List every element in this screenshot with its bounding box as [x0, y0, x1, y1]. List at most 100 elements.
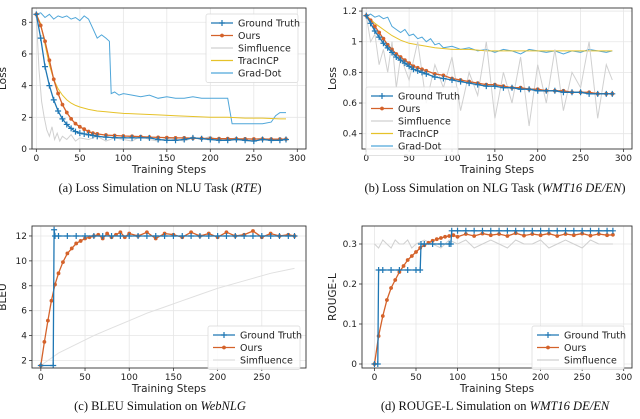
series-simfluence	[40, 267, 295, 366]
caption-a: (a) Loss Simulation on NLU Task (RTE)	[58, 181, 261, 195]
point-ground-truth	[384, 44, 391, 51]
point-ours	[451, 233, 456, 238]
point-ground-truth	[491, 83, 498, 90]
point-ground-truth	[276, 137, 283, 144]
point-ground-truth	[367, 20, 374, 27]
point-ours	[409, 254, 414, 258]
legend-label-grad-dot: Grad-Dot	[238, 68, 282, 79]
point-ground-truth	[437, 241, 444, 247]
point-ground-truth	[393, 54, 400, 61]
point-ground-truth	[50, 96, 57, 103]
line-ours	[373, 232, 613, 365]
point-ground-truth	[224, 137, 231, 144]
point-ours	[56, 271, 61, 276]
legend-marker-ground-truth	[545, 332, 551, 338]
point-ours	[49, 298, 54, 303]
point-ours	[432, 72, 437, 76]
point-ground-truth	[242, 137, 249, 144]
point-ours	[393, 278, 398, 282]
point-ground-truth	[126, 232, 133, 239]
point-ours	[65, 251, 70, 256]
point-ours	[69, 116, 74, 121]
point-ground-truth	[37, 362, 44, 368]
point-ground-truth	[282, 136, 289, 143]
point-ground-truth	[609, 227, 616, 234]
point-ground-truth	[291, 232, 298, 239]
point-ground-truth	[64, 232, 71, 239]
y-tick-label: 4	[21, 332, 27, 342]
x-tick-label: 0	[372, 373, 378, 383]
point-ground-truth	[388, 267, 395, 273]
point-ours	[145, 230, 149, 235]
point-ground-truth	[102, 134, 109, 141]
point-ours	[488, 233, 493, 238]
point-ground-truth	[161, 232, 168, 239]
legend-marker-ours	[220, 33, 224, 38]
point-ground-truth	[479, 227, 486, 234]
point-ground-truth	[534, 87, 541, 94]
x-tick-label: 200	[209, 373, 226, 383]
caption-text: (c) BLEU Simulation on	[74, 399, 200, 413]
point-ground-truth	[152, 232, 159, 239]
point-ours	[377, 30, 382, 35]
y-tick-label: 0.1	[343, 320, 357, 330]
point-ground-truth	[42, 63, 49, 70]
y-tick-label: 4	[21, 82, 27, 92]
point-ground-truth	[417, 267, 424, 273]
legend-label-grad-dot: Grad-Dot	[398, 141, 442, 152]
point-ground-truth	[241, 232, 248, 239]
x-tick-label: 150	[490, 373, 507, 383]
point-ground-truth	[397, 57, 404, 64]
point-ground-truth	[509, 84, 515, 91]
point-ours	[78, 239, 83, 243]
x-tick-label: 150	[486, 154, 503, 164]
x-tick-label: 100	[443, 154, 460, 164]
x-tick-label: 0	[33, 154, 39, 164]
point-ground-truth	[570, 227, 577, 234]
x-tick-label: 250	[253, 373, 270, 383]
point-ground-truth	[521, 227, 527, 234]
y-tick-label: 8	[21, 18, 27, 28]
point-ours	[51, 77, 56, 82]
point-ground-truth	[363, 12, 370, 19]
point-ground-truth	[414, 67, 421, 74]
point-ground-truth	[172, 137, 179, 144]
legend-label-ours: Ours	[564, 343, 586, 354]
ylabel-b: Loss	[327, 67, 339, 90]
line-grad-dot	[36, 12, 286, 125]
legend-box	[205, 13, 299, 83]
point-ground-truth	[447, 241, 454, 247]
point-ground-truth	[214, 232, 221, 239]
y-tick-label: 2	[21, 357, 27, 367]
legend-label-simfluence: Simfluence	[238, 43, 291, 54]
point-ground-truth	[483, 83, 490, 90]
ylabel-a: Loss	[0, 67, 9, 90]
legend-label-ours: Ours	[238, 31, 260, 42]
point-ground-truth	[51, 226, 58, 233]
point-ground-truth	[111, 134, 118, 141]
point-ground-truth	[108, 232, 115, 239]
xlabel-b: Training Steps	[459, 164, 534, 176]
point-ground-truth	[233, 136, 240, 143]
point-ours	[439, 236, 443, 240]
point-ours	[463, 232, 468, 236]
xlabel-d: Training Steps	[459, 383, 534, 395]
y-tick-label: 6	[21, 50, 27, 60]
point-ground-truth	[259, 136, 266, 143]
point-ours	[415, 65, 420, 70]
point-ground-truth	[543, 87, 550, 94]
point-ground-truth	[512, 227, 519, 234]
series-grad-dot	[36, 12, 286, 125]
y-tick-label: 0.8	[343, 68, 358, 78]
series-simfluence	[374, 239, 613, 249]
point-ground-truth	[198, 135, 205, 142]
point-ground-truth	[179, 232, 186, 239]
legend-marker-ground-truth	[221, 332, 227, 338]
point-ground-truth	[496, 227, 503, 234]
x-tick-label: 200	[202, 154, 219, 164]
point-ground-truth	[560, 89, 567, 96]
point-ground-truth	[529, 227, 536, 234]
legend-box	[207, 325, 301, 370]
point-ours	[402, 58, 407, 63]
